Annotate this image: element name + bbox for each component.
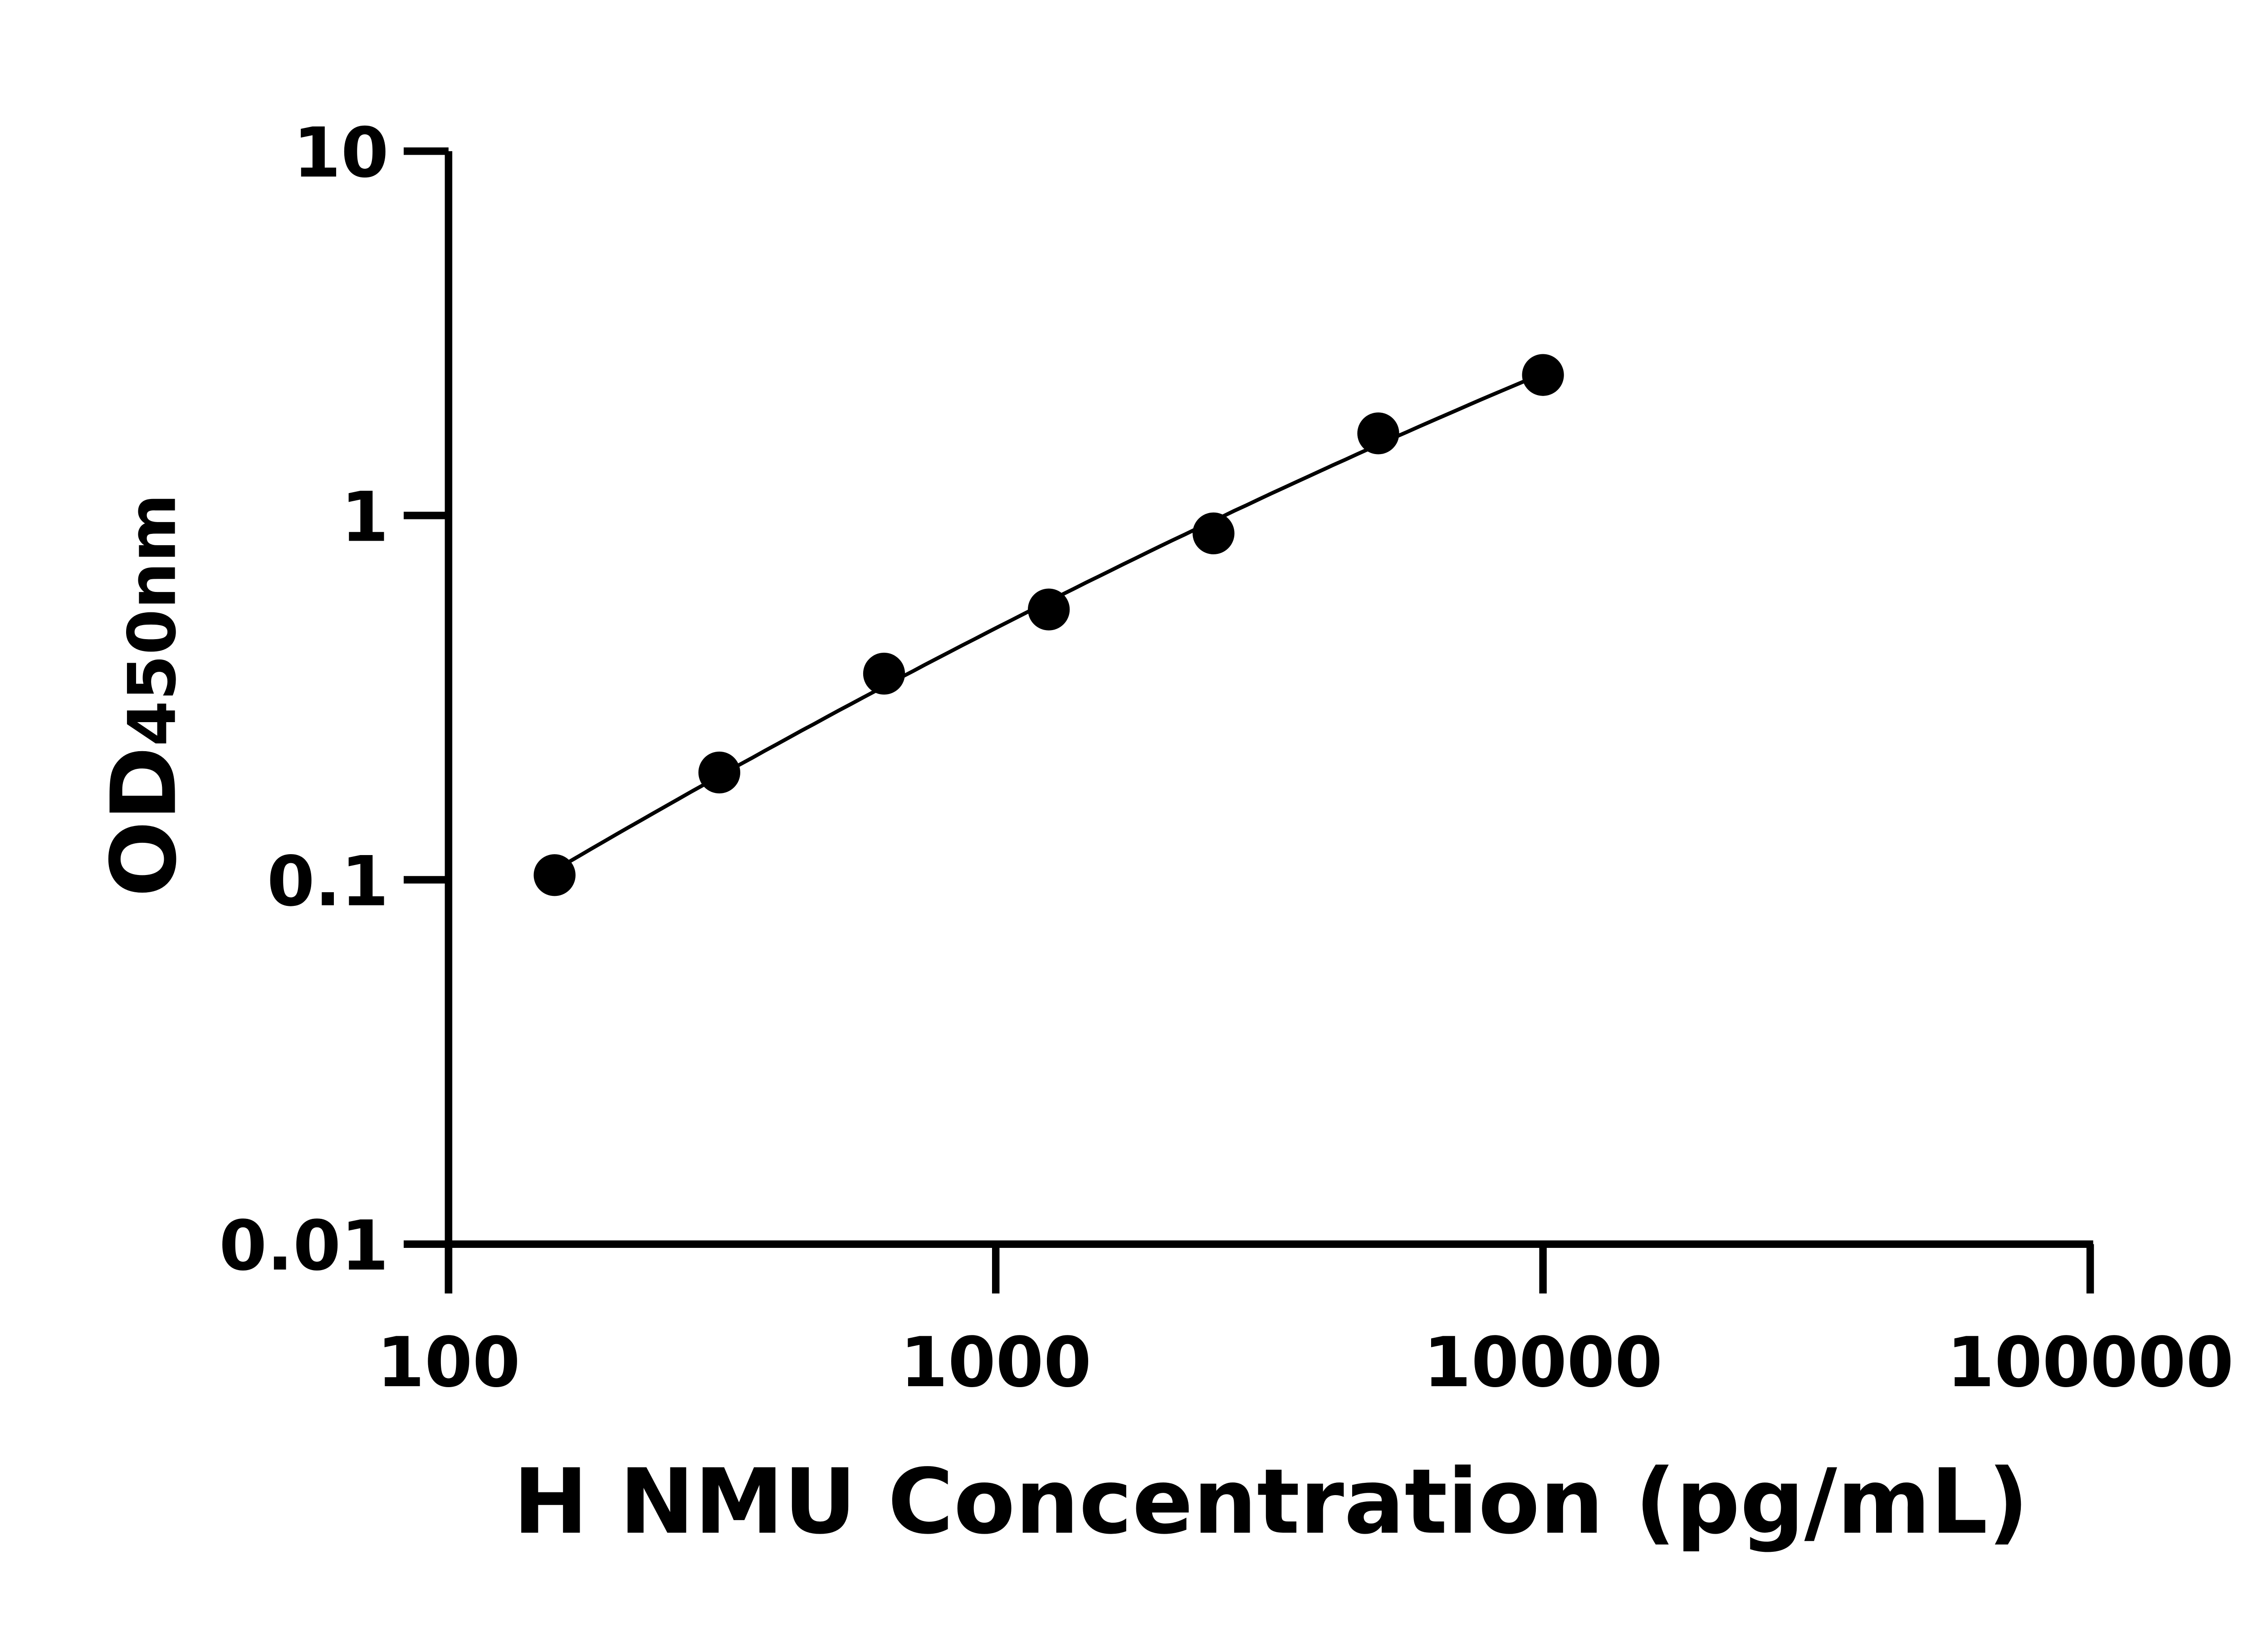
data-point <box>698 751 740 794</box>
y-axis-title-sub: 450nm <box>114 494 191 746</box>
plot-area <box>533 354 1564 896</box>
data-point <box>1193 512 1235 554</box>
data-point <box>863 652 905 695</box>
x-tick-label: 100 <box>377 1322 520 1403</box>
axes: 100 1000 10000 100000 0.01 0.1 1 10 <box>219 112 2234 1403</box>
y-axis-title: OD450nm <box>92 494 196 897</box>
x-axis-title: H NMU Concentration (pg/mL) <box>513 1449 2028 1554</box>
data-point <box>1028 588 1070 631</box>
y-tick-label: 0.01 <box>219 1206 389 1286</box>
x-tick-label: 1000 <box>900 1322 1091 1403</box>
y-tick-label: 10 <box>293 112 389 193</box>
data-point <box>1357 412 1399 455</box>
y-tick-label: 0.1 <box>267 841 389 922</box>
data-point <box>533 854 576 896</box>
x-tick-label: 10000 <box>1423 1322 1662 1403</box>
x-tick-label: 100000 <box>1947 1322 2234 1403</box>
data-point <box>1522 354 1564 396</box>
y-tick-label: 1 <box>341 477 389 557</box>
y-axis-title-main: OD <box>92 746 196 897</box>
